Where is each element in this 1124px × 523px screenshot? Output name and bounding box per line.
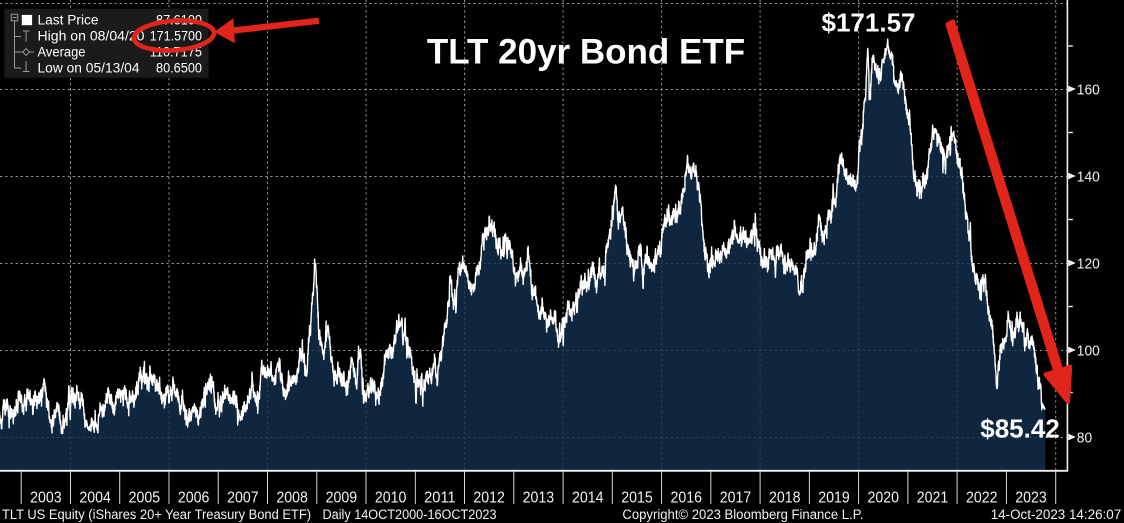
- svg-text:High on 08/04/20: High on 08/04/20: [38, 29, 145, 44]
- svg-text:Low on 05/13/04: Low on 05/13/04: [38, 61, 140, 76]
- svg-text:2006: 2006: [178, 490, 210, 507]
- svg-text:2008: 2008: [276, 490, 308, 507]
- svg-text:80: 80: [1077, 429, 1092, 446]
- svg-text:160: 160: [1077, 81, 1100, 98]
- svg-text:2016: 2016: [670, 490, 702, 507]
- svg-text:2018: 2018: [769, 490, 801, 507]
- svg-text:2021: 2021: [917, 490, 949, 507]
- svg-text:2022: 2022: [966, 490, 998, 507]
- svg-text:2017: 2017: [720, 490, 752, 507]
- svg-text:2020: 2020: [868, 490, 900, 507]
- svg-text:2013: 2013: [523, 490, 555, 507]
- svg-text:2003: 2003: [30, 490, 62, 507]
- svg-text:2009: 2009: [326, 490, 358, 507]
- svg-text:2007: 2007: [227, 490, 259, 507]
- svg-text:100: 100: [1077, 342, 1100, 359]
- svg-text:Daily 14OCT2000-16OCT2023: Daily 14OCT2000-16OCT2023: [323, 507, 497, 522]
- svg-text:TLT US Equity (iShares 20+ Yea: TLT US Equity (iShares 20+ Year Treasury…: [2, 507, 311, 522]
- svg-text:Last Price: Last Price: [38, 13, 99, 28]
- svg-text:Copyright© 2023 Bloomberg Fina: Copyright© 2023 Bloomberg Finance L.P.: [622, 507, 863, 522]
- svg-text:2015: 2015: [621, 490, 653, 507]
- svg-text:80.6500: 80.6500: [156, 61, 202, 76]
- svg-text:2012: 2012: [473, 490, 505, 507]
- svg-text:2019: 2019: [818, 490, 850, 507]
- svg-text:$85.42: $85.42: [980, 414, 1060, 444]
- svg-text:2011: 2011: [424, 490, 456, 507]
- svg-text:$171.57: $171.57: [822, 8, 916, 38]
- svg-text:14-Oct-2023 14:26:07: 14-Oct-2023 14:26:07: [991, 507, 1121, 522]
- svg-text:2023: 2023: [1015, 490, 1047, 507]
- svg-text:120: 120: [1077, 255, 1100, 272]
- svg-text:171.5700: 171.5700: [150, 29, 202, 44]
- svg-text:TLT 20yr Bond ETF: TLT 20yr Bond ETF: [427, 33, 745, 72]
- svg-text:2014: 2014: [572, 490, 604, 507]
- svg-text:2005: 2005: [129, 490, 161, 507]
- svg-text:2004: 2004: [79, 490, 111, 507]
- svg-text:2010: 2010: [375, 490, 407, 507]
- svg-text:Average: Average: [38, 45, 86, 60]
- svg-text:140: 140: [1077, 168, 1100, 185]
